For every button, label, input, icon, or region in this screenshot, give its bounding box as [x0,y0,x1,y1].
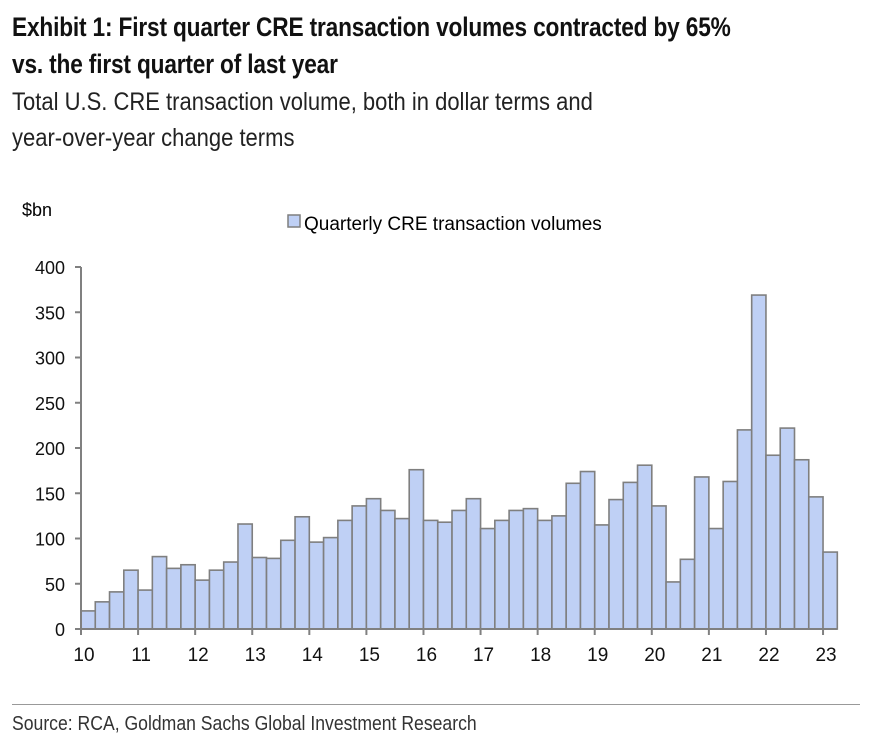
bar-3Q13 [279,539,296,630]
bar-2Q22 [779,427,796,630]
bar-3Q21 [736,429,753,630]
bar-4Q20 [693,476,710,630]
y-tick-label: 250 [35,394,65,414]
bar-1Q17 [479,527,496,630]
bar-1Q20 [650,505,667,630]
x-tick-label: 20 [644,645,665,666]
bar-2Q11 [151,555,168,630]
chart-title-line1: Exhibit 1: First quarter CRE transaction… [12,12,731,42]
chart-title-line2: vs. the first quarter of last year [12,49,338,79]
bar-3Q19 [622,481,639,630]
bar-2Q10 [94,601,111,630]
x-tick-label: 22 [758,645,779,666]
bar-2Q15 [379,509,396,630]
x-tick-label: 14 [302,645,324,666]
bar-2Q17 [494,519,510,630]
x-tick-label: 10 [73,645,94,666]
bar-4Q18 [579,470,596,630]
x-tick-label: 19 [587,645,608,666]
bar-1Q16 [422,519,439,630]
x-tick-label: 16 [416,645,437,666]
x-tick-label: 15 [359,645,380,666]
bar-3Q22 [793,458,810,630]
y-tick-label: 350 [35,303,65,323]
bar-1Q12 [194,579,211,630]
bar-3Q14 [337,519,353,630]
bar-4Q22 [807,496,824,630]
bar-4Q11 [180,563,196,630]
bar-3Q17 [508,509,525,630]
chart-subtitle-line1: Total U.S. CRE transaction volume, both … [12,88,593,116]
y-tick-label: 400 [35,258,65,278]
y-tick-label: 150 [35,484,65,504]
source-note: Source: RCA, Goldman Sachs Global Invest… [12,713,477,735]
x-tick-label: 18 [530,645,551,666]
y-tick-label: 200 [35,439,65,459]
y-tick-label: 100 [35,530,65,550]
x-tick-label: 17 [473,645,494,666]
bar-3Q16 [451,509,468,630]
bar-4Q16 [465,497,482,630]
chart-subtitle-line2: year-over-year change terms [12,124,295,152]
bar-1Q22 [765,454,782,630]
bar-2Q21 [722,480,739,630]
bar-3Q11 [165,567,182,630]
divider [12,704,860,705]
bar-4Q17 [522,507,539,630]
bar-1Q18 [536,519,553,630]
bar-1Q15 [365,497,382,630]
y-tick-label: 50 [45,575,65,595]
bar-1Q19 [593,524,610,630]
x-tick-label: 23 [815,645,836,666]
bar-4Q13 [294,515,311,630]
bar-2Q12 [208,569,225,630]
bar-4Q19 [636,464,653,630]
bar-2Q18 [551,515,567,630]
bar-1Q11 [137,589,154,630]
bar-3Q18 [565,482,582,630]
bar-2Q19 [608,498,625,630]
bar-2Q13 [265,557,282,630]
bar-1Q23 [822,551,839,630]
x-tick-label: 13 [245,645,266,666]
bar-1Q13 [251,556,268,630]
y-axis-label: $bn [22,200,52,220]
bar-2Q16 [436,521,453,630]
bar-3Q15 [394,517,411,630]
bar-1Q14 [308,541,325,630]
bar-4Q10 [123,569,139,630]
legend-swatch [287,214,301,228]
x-tick-label: 21 [701,645,722,666]
legend-label: Quarterly CRE transaction volumes [304,214,602,235]
x-tick-label: 11 [131,645,151,666]
bar-3Q10 [108,591,125,630]
bar-3Q20 [679,558,696,630]
bar-4Q14 [351,505,368,630]
bar-4Q12 [237,523,254,630]
bar-4Q15 [408,468,425,630]
y-tick-label: 300 [35,349,65,369]
bar-3Q12 [222,561,239,630]
bar-1Q21 [708,527,724,630]
bar-2Q20 [665,581,682,630]
y-tick-label: 0 [55,620,65,640]
x-tick-label: 12 [188,645,209,666]
bar-4Q21 [750,294,767,630]
bar-1Q10 [80,610,97,630]
bar-2Q14 [322,536,339,630]
